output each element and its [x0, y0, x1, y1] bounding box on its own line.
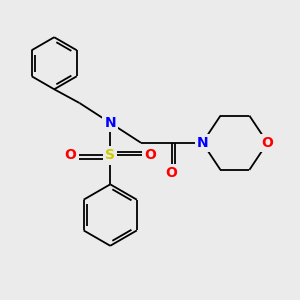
Text: N: N	[104, 116, 116, 130]
Text: O: O	[144, 148, 156, 162]
Text: O: O	[166, 167, 178, 181]
Text: S: S	[105, 148, 115, 162]
Text: O: O	[262, 136, 273, 150]
Text: O: O	[64, 148, 76, 162]
Text: N: N	[196, 136, 208, 150]
